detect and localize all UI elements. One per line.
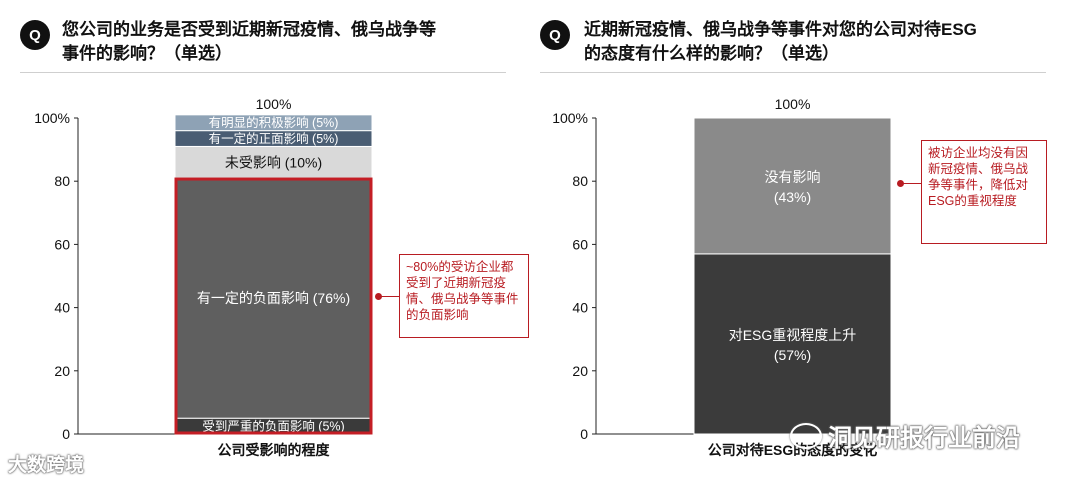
title-divider	[20, 72, 506, 73]
callout-esg: 被访企业均没有因新冠疫情、俄乌战争等事件，降低对ESG的重视程度	[921, 140, 1047, 244]
segment-percent: (57%)	[774, 347, 811, 363]
wechat-icon	[790, 422, 822, 449]
watermark-right: 洞见研报行业前沿	[790, 418, 1020, 453]
callout-negative-impact: ~80%的受访企业都受到了近期新冠疫情、俄乌战争等事件的负面影响	[399, 254, 529, 338]
bar-total-label: 100%	[256, 96, 292, 112]
callout-connector	[902, 183, 922, 184]
question-title-line2: 事件的影响？（单选）	[62, 44, 232, 63]
left-panel: Q 您公司的业务是否受到近期新冠疫情、俄乌战争等 事件的影响？（单选） 0 20 4…	[20, 18, 529, 458]
stacked-bar-chart-esg: 0 20 40 60 80 100% 100% 对ESG重视程度上升 (57%) 没有影响 (43%…	[552, 96, 892, 458]
y-tick-label: 60	[572, 236, 588, 252]
y-tick-label: 40	[572, 300, 588, 316]
question-badge: Q	[20, 20, 50, 50]
y-tick-label: 80	[572, 173, 588, 189]
x-category-label: 公司受影响的程度	[218, 442, 331, 458]
x-category-label: 公司对待ESG的态度的变化	[708, 442, 878, 458]
y-tick-label: 40	[54, 300, 70, 316]
question-badge: Q	[540, 20, 570, 50]
callout-marker	[375, 293, 382, 300]
title-divider	[540, 72, 1046, 73]
bar-segment	[693, 253, 892, 435]
segment-label: 未受影响 (10%)	[225, 154, 322, 170]
watermark-left: 大数跨境	[8, 455, 85, 476]
segment-label: 对ESG重视程度上升	[729, 327, 857, 343]
right-panel: Q 近期新冠疫情、俄乌战争等事件对您的公司对待ESG 的态度有什么样的影响？（单…	[540, 0, 1080, 481]
question-title: 近期新冠疫情、俄乌战争等事件对您的公司对待ESG 的态度有什么样的影响？（单选）	[584, 18, 977, 66]
question-title-line1: 近期新冠疫情、俄乌战争等事件对您的公司对待ESG	[584, 20, 977, 39]
segment-label: 有一定的正面影响 (5%)	[209, 131, 339, 146]
watermark-right-text: 洞见研报行业前沿	[828, 425, 1020, 452]
stacked-bar-chart-impact: 0 20 40 60 80 100% 100% 受到严重的负面影响 (5%) 有一定的负面影响 …	[34, 96, 373, 458]
y-tick-label: 20	[572, 363, 588, 379]
y-tick-label: 100%	[552, 110, 588, 126]
callout-connector	[380, 296, 400, 297]
y-tick-label: 20	[54, 363, 70, 379]
segment-label: 没有影响	[765, 169, 821, 185]
y-tick-label: 60	[54, 236, 70, 252]
y-tick-label: 100%	[34, 110, 70, 126]
callout-marker	[897, 180, 904, 187]
y-tick-label: 0	[580, 426, 588, 442]
bar-segment	[693, 117, 892, 255]
segment-label: 有明显的积极影响 (5%)	[209, 115, 339, 130]
highlight-frame	[174, 177, 373, 435]
bar-segment	[174, 114, 373, 132]
question-title-line2: 的态度有什么样的影响？（单选）	[584, 44, 839, 63]
y-tick-label: 0	[62, 426, 70, 442]
segment-percent: (43%)	[774, 189, 811, 205]
bar-total-label: 100%	[775, 96, 811, 112]
segment-label: 受到严重的负面影响 (5%)	[202, 419, 344, 434]
question-title-line1: 您公司的业务是否受到近期新冠疫情、俄乌战争等	[62, 20, 436, 39]
segment-label: 有一定的负面影响 (76%)	[197, 290, 350, 306]
y-tick-label: 80	[54, 173, 70, 189]
question-title: 您公司的业务是否受到近期新冠疫情、俄乌战争等 事件的影响？（单选）	[62, 18, 436, 66]
